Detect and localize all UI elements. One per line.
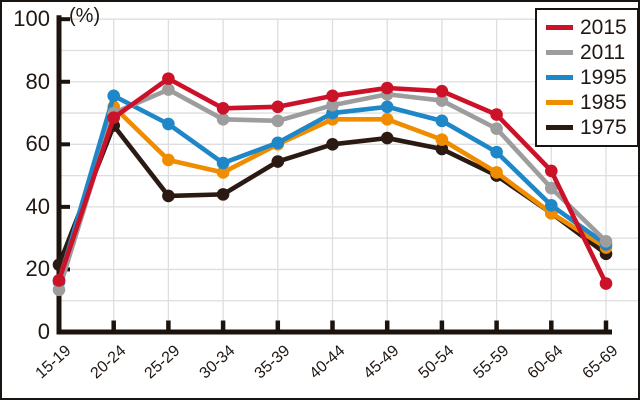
y-tick-label: 0 (37, 319, 50, 344)
data-point-2015 (271, 100, 285, 114)
legend-item-1995: 1995 (546, 67, 633, 88)
legend-line-swatch (546, 100, 573, 105)
legend-line-swatch (546, 25, 573, 30)
data-point-2011 (326, 98, 339, 112)
legend-line-swatch (546, 50, 573, 55)
y-tick-label: 80 (25, 68, 50, 94)
legend-line-swatch (546, 75, 573, 80)
data-point-2011 (216, 112, 230, 126)
data-point-2015 (545, 164, 558, 178)
legend-item-2015: 2015 (546, 17, 633, 38)
legend-label: 1985 (580, 91, 627, 114)
data-point-2011 (271, 114, 285, 128)
data-point-2015 (326, 89, 339, 103)
y-tick-label: 60 (25, 131, 50, 157)
data-point-2011 (490, 122, 503, 135)
legend-label: 2011 (580, 41, 626, 64)
data-point-2015 (599, 277, 613, 290)
legend-item-1975: 1975 (546, 117, 633, 138)
data-point-2015 (490, 108, 503, 121)
data-point-2011 (435, 94, 449, 107)
data-point-1985 (435, 133, 449, 146)
data-point-1975 (216, 188, 230, 201)
data-point-2011 (545, 181, 558, 195)
data-point-1975 (162, 189, 175, 203)
y-axis-unit-label: (%) (69, 5, 101, 27)
legend-label: 1975 (580, 116, 627, 139)
data-point-1985 (490, 166, 503, 179)
data-point-1975 (326, 138, 339, 151)
data-point-1995 (271, 136, 285, 150)
data-point-1995 (545, 199, 558, 212)
data-point-2015 (216, 102, 230, 115)
data-point-1995 (216, 156, 230, 170)
legend-line-swatch (546, 125, 573, 130)
y-tick-label: 40 (25, 193, 50, 219)
data-point-1975 (380, 131, 394, 145)
legend-item-2011: 2011 (546, 42, 633, 63)
y-tick-label: 100 (13, 6, 50, 32)
data-point-1995 (107, 89, 120, 103)
legend-label: 1995 (580, 66, 627, 89)
data-point-2015 (380, 81, 394, 95)
data-point-1995 (380, 100, 394, 114)
data-point-1995 (435, 114, 449, 128)
data-point-1985 (162, 153, 175, 167)
data-point-2015 (107, 111, 120, 125)
legend: 2015 2011 1995 1985 1975 (535, 8, 638, 147)
data-point-1995 (162, 117, 175, 131)
data-point-2015 (435, 84, 449, 98)
data-point-1985 (216, 166, 230, 179)
legend-item-1985: 1985 (546, 92, 633, 113)
data-point-2011 (52, 283, 66, 297)
data-point-1975 (435, 142, 449, 156)
y-tick-label: 20 (25, 256, 50, 282)
data-point-2015 (162, 72, 175, 85)
data-point-2011 (599, 234, 613, 248)
legend-label: 2015 (580, 16, 627, 39)
data-point-1975 (271, 155, 285, 168)
data-point-1995 (490, 145, 503, 159)
data-point-1985 (380, 112, 394, 126)
data-point-2015 (52, 274, 66, 287)
data-point-2011 (162, 83, 175, 96)
